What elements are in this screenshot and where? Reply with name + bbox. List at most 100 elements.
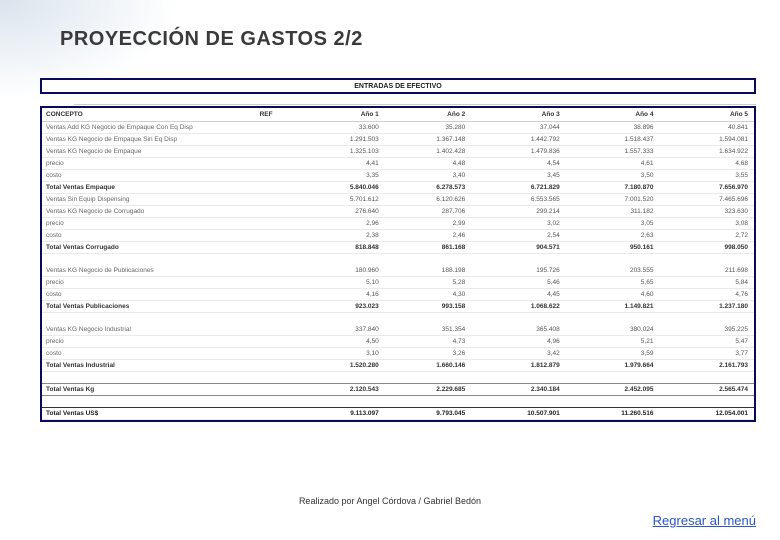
cell-value: 1.518.437 [566,134,660,146]
cell-concept: precio [42,277,256,289]
cell-value: 4,41 [298,158,384,170]
cell-concept: precio [42,336,256,348]
cell-value: 4,54 [471,158,566,170]
cell-concept: Ventas Sin Equip Dispensing [42,194,256,206]
cell-value: 3,10 [298,348,384,360]
table-row [42,313,754,325]
cell-value: 3,08 [659,218,754,230]
table-row: Ventas KG Negocio de Empaque1.325.1031.4… [42,146,754,158]
cell-concept: Total Ventas US$ [42,408,256,420]
cell-value: 3,59 [566,348,660,360]
cell-value: 3,42 [471,348,566,360]
table-row: Ventas KG Negocio de Publicaciones180.96… [42,265,754,277]
cell-value: 35.280 [385,122,471,134]
cell-value: 950.161 [566,242,660,254]
cell-value: 4,48 [385,158,471,170]
cell-value: 33.600 [298,122,384,134]
table-row: precio5,105,285,465,655,84 [42,277,754,289]
cell-ref [256,242,299,254]
cell-value: 7.001.520 [566,194,660,206]
cell-value: 337.840 [298,324,384,336]
table-row: Total Ventas Kg2.120.5432.229.6852.340.1… [42,384,754,396]
cell-value: 7.180.870 [566,182,660,194]
cell-concept: Total Ventas Corrugado [42,242,256,254]
cell-value: 7.465.696 [659,194,754,206]
cell-ref [256,324,299,336]
cell-concept: Ventas KG Negocio de Corrugado [42,206,256,218]
cell-value: 4,76 [659,289,754,301]
cell-value: 4,61 [566,158,660,170]
cashflow-header: ENTRADAS DE EFECTIVO [40,78,756,94]
col-year-2: Año 2 [385,108,471,122]
cell-concept: Ventas KG Negocio de Empaque [42,146,256,158]
cell-value: 1.068.622 [471,301,566,313]
col-year-3: Año 3 [471,108,566,122]
cell-value: 2.452.095 [566,384,660,396]
table-row: Total Ventas Industrial1.520.2801.660.14… [42,360,754,372]
cell-value: 3,77 [659,348,754,360]
cell-value: 1.325.103 [298,146,384,158]
cell-value: 4,68 [659,158,754,170]
cell-value: 1.237.180 [659,301,754,313]
cell-ref [256,348,299,360]
cell-value: 3,26 [385,348,471,360]
cell-value: 1.660.146 [385,360,471,372]
table-row: Ventas KG Negocio de Corrugado 276.640287… [42,206,754,218]
cell-value: 365.408 [471,324,566,336]
table-row: costo3,103,263,423,593,77 [42,348,754,360]
table-row: Ventas Sin Equip Dispensing5.701.6126.12… [42,194,754,206]
cell-value: 3,02 [471,218,566,230]
cell-ref [256,158,299,170]
col-year-4: Año 4 [566,108,660,122]
cell-value: 351.354 [385,324,471,336]
cell-ref [256,122,299,134]
cell-value: 287.706 [385,206,471,218]
cell-ref [256,265,299,277]
cell-value: 2.565.474 [659,384,754,396]
cell-value: 1.479.836 [471,146,566,158]
cell-value: 2,38 [298,230,384,242]
cell-value: 4,60 [566,289,660,301]
cell-value: 9.113.097 [298,408,384,420]
cell-value: 4,96 [471,336,566,348]
cell-value: 4,50 [298,336,384,348]
cell-value: 6.120.626 [385,194,471,206]
cell-value: 3,50 [566,170,660,182]
cell-ref [256,289,299,301]
cell-value: 12.054.001 [659,408,754,420]
cell-ref [256,336,299,348]
cell-concept: precio [42,218,256,230]
cell-value: 923.023 [298,301,384,313]
table-row [42,254,754,266]
cell-value: 276.640 [298,206,384,218]
cell-value: 1.812.879 [471,360,566,372]
table-row: Total Ventas Corrugado818.848861.168904.… [42,242,754,254]
table-row: Total Ventas Publicaciones923.023993.158… [42,301,754,313]
cell-value: 5,65 [566,277,660,289]
cell-concept: Ventas Add KG Negocio de Empaque Con Eq … [42,122,256,134]
table-row [42,372,754,384]
table-row: Total Ventas Empaque5.840.0466.278.5736.… [42,182,754,194]
col-year-1: Año 1 [298,108,384,122]
cell-value: 10.507.901 [471,408,566,420]
cell-value: 7.656.970 [659,182,754,194]
cell-ref [256,301,299,313]
cell-value: 2.340.184 [471,384,566,396]
cell-concept: costo [42,230,256,242]
cell-value: 3,45 [471,170,566,182]
cell-value: 211.698 [659,265,754,277]
cell-concept: Total Ventas Industrial [42,360,256,372]
table-row: precio4,414,484,544,614,68 [42,158,754,170]
cell-value: 998.050 [659,242,754,254]
table-row [42,396,754,408]
cell-value: 5,21 [566,336,660,348]
cell-value: 1.402.428 [385,146,471,158]
cell-value: 904.571 [471,242,566,254]
cell-value: 5,10 [298,277,384,289]
cell-value: 1.367.148 [385,134,471,146]
cell-ref [256,277,299,289]
cell-value: 2,99 [385,218,471,230]
return-to-menu-link[interactable]: Regresar al menú [653,513,756,528]
col-year-5: Año 5 [659,108,754,122]
cell-ref [256,218,299,230]
